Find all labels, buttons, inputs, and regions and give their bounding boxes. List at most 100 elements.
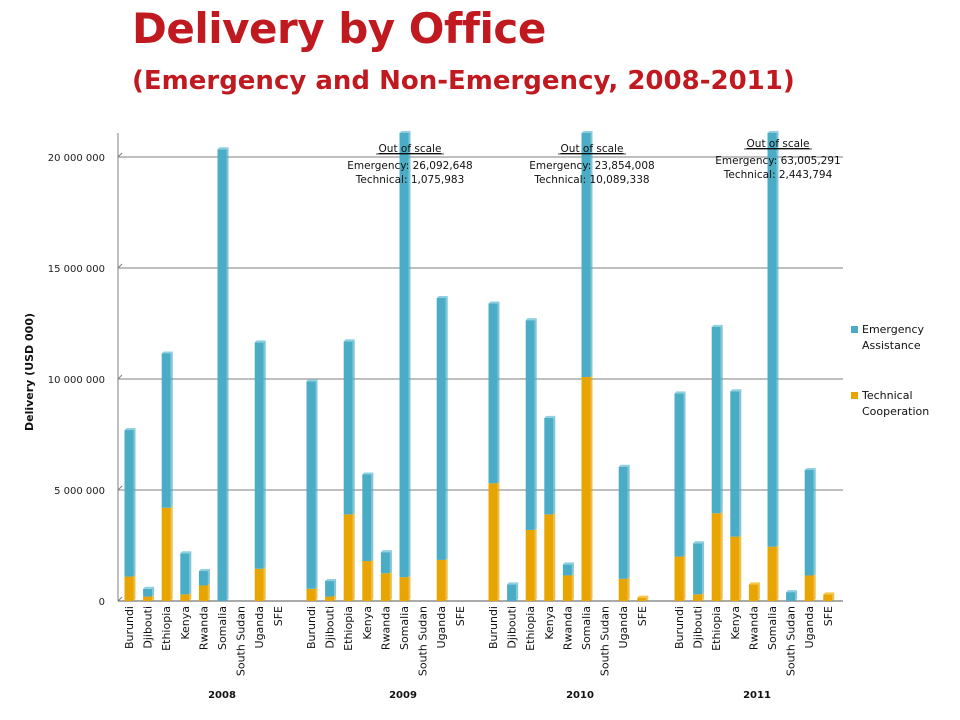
emergency-bar xyxy=(380,552,390,574)
technical-bar-side xyxy=(371,559,374,601)
emergency-bar-side xyxy=(189,551,192,595)
emergency-bar xyxy=(525,320,535,530)
x-tick-label: Rwanda xyxy=(197,606,210,650)
out-of-scale-title: Out of scale xyxy=(561,143,624,155)
emergency-bar xyxy=(217,149,227,602)
x-tick-label: South Sudan xyxy=(599,606,612,676)
x-tick-label: Kenya xyxy=(361,606,374,640)
x-tick-label: South Sudan xyxy=(417,606,430,676)
technical-bar xyxy=(325,596,335,601)
technical-bar xyxy=(674,556,684,601)
technical-bar-side xyxy=(739,534,742,601)
bar-top xyxy=(544,415,556,418)
emergency-bar xyxy=(767,133,777,547)
technical-bar-side xyxy=(757,582,760,601)
legend-swatch-technical xyxy=(851,392,858,399)
out-of-scale-emergency: Emergency: 23,854,008 xyxy=(529,160,654,172)
emergency-bar-side xyxy=(534,318,537,530)
bar-top xyxy=(711,324,723,327)
technical-bar xyxy=(343,514,353,601)
technical-bar-side xyxy=(189,592,192,601)
x-tick-label: Djibouti xyxy=(324,606,337,649)
x-tick-label: Somalia xyxy=(766,606,779,650)
emergency-bar-side xyxy=(516,582,519,601)
emergency-bar xyxy=(198,571,208,586)
bar-top xyxy=(325,579,337,582)
technical-bar xyxy=(637,597,647,601)
emergency-bar xyxy=(306,381,316,589)
bar-top xyxy=(804,468,816,471)
out-of-scale-title: Out of scale xyxy=(747,138,810,150)
emergency-bar xyxy=(180,553,190,595)
bar-top xyxy=(143,586,155,589)
x-tick-label: Ethiopia xyxy=(160,606,173,651)
x-tick-label: Ethiopia xyxy=(342,606,355,651)
year-label: 2011 xyxy=(743,690,771,701)
emergency-bar-side xyxy=(170,351,173,508)
emergency-bar-side xyxy=(590,131,593,378)
emergency-bar-side xyxy=(408,131,411,578)
emergency-bar xyxy=(325,581,335,597)
x-tick-label: Djibouti xyxy=(506,606,519,649)
technical-bar xyxy=(488,483,498,601)
bar-top xyxy=(198,569,210,572)
technical-bar xyxy=(399,577,409,601)
bar-top xyxy=(507,582,519,585)
technical-bar xyxy=(306,588,316,601)
bar-top xyxy=(217,147,229,150)
emergency-bar-side xyxy=(352,339,355,515)
emergency-bar xyxy=(488,303,498,484)
x-tick-label: SFE xyxy=(636,606,649,626)
gridline-depth xyxy=(117,485,123,491)
emergency-bar-side xyxy=(795,590,798,601)
y-tick-label: 0 xyxy=(99,597,105,608)
technical-bar xyxy=(161,507,171,601)
emergency-bar-side xyxy=(553,415,556,515)
emergency-bar-side xyxy=(334,579,337,597)
bar-top xyxy=(525,318,537,321)
technical-bar xyxy=(618,578,628,601)
emergency-bar-side xyxy=(720,324,723,514)
x-tick-label: Rwanda xyxy=(747,606,760,650)
technical-bar-side xyxy=(263,566,266,601)
x-tick-label: Ethiopia xyxy=(524,606,537,651)
out-of-scale-technical: Technical: 2,443,794 xyxy=(723,169,833,181)
emergency-bar xyxy=(730,391,740,537)
emergency-bar-side xyxy=(263,340,266,569)
bar-top xyxy=(637,595,649,598)
out-of-scale-emergency: Emergency: 26,092,648 xyxy=(347,160,472,172)
technical-bar-side xyxy=(776,544,779,601)
emergency-bar-side xyxy=(389,550,392,574)
technical-bar-side xyxy=(627,576,630,601)
x-tick-label: Kenya xyxy=(543,606,556,640)
emergency-bar-side xyxy=(683,391,686,557)
emergency-bar xyxy=(507,584,517,601)
x-tick-label: SFE xyxy=(454,606,467,626)
bar-top xyxy=(618,464,630,467)
emergency-bar-side xyxy=(133,428,136,577)
bar-top xyxy=(786,590,798,593)
x-tick-label: Rwanda xyxy=(561,606,574,650)
bar-top xyxy=(161,351,173,354)
legend-swatch-emergency xyxy=(851,326,858,333)
technical-bar-side xyxy=(445,557,448,601)
year-label: 2010 xyxy=(566,690,594,701)
technical-bar-side xyxy=(553,512,556,601)
x-tick-label: Somalia xyxy=(398,606,411,650)
out-of-scale-technical: Technical: 1,075,983 xyxy=(355,174,465,186)
gridline-depth xyxy=(117,374,123,380)
legend-label: Cooperation xyxy=(862,405,929,418)
x-tick-label: Uganda xyxy=(617,606,630,648)
x-tick-label: Somalia xyxy=(216,606,229,650)
technical-bar-side xyxy=(207,583,210,601)
technical-bar xyxy=(436,559,446,601)
gridline-depth xyxy=(117,152,123,158)
bar-top xyxy=(730,389,742,392)
year-label: 2008 xyxy=(208,690,236,701)
technical-bar xyxy=(143,596,153,601)
x-tick-label: Djibouti xyxy=(142,606,155,649)
technical-bar-side xyxy=(590,375,593,601)
technical-bar-side xyxy=(534,527,537,601)
emergency-bar xyxy=(562,564,572,576)
emergency-bar xyxy=(143,588,153,597)
